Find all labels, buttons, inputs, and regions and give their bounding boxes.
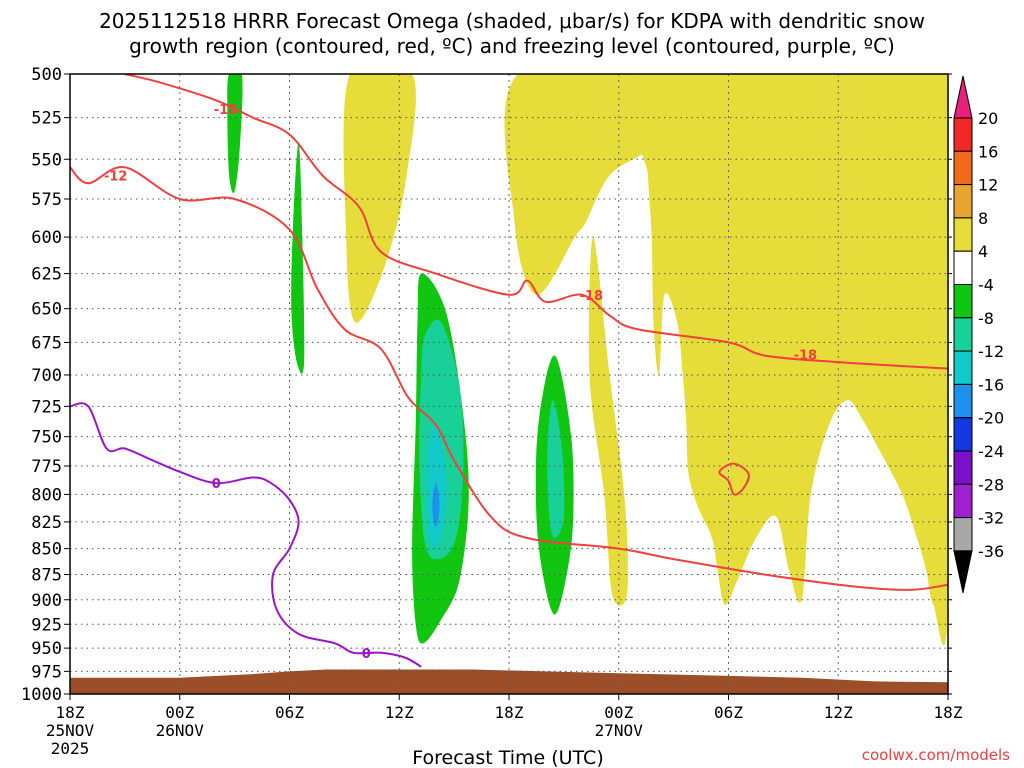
contour-layer: -18 -12 -18 -18 0 0	[70, 74, 948, 668]
y-tick-label-700: 700	[31, 366, 62, 386]
colorbar-label-3: 8	[978, 209, 988, 228]
colorbar-label-11: -28	[978, 475, 1004, 494]
colorbar-label-12: -32	[978, 509, 1004, 528]
colorbar-label-5: -4	[978, 276, 994, 295]
dgz-contour-1	[124, 74, 948, 370]
colorbar-segment-1	[953, 150, 973, 186]
chart-title-line-1: 2025112518 HRRR Forecast Omega (shaded, …	[99, 9, 925, 33]
contour-label-2: -18	[580, 289, 604, 304]
freezing-contour-1	[718, 462, 750, 496]
omega-region-6	[227, 74, 243, 193]
axes-layer: 500 525 550 575 600 625 650 675 700 725 750 775 800 8…	[21, 65, 963, 758]
colorbar-segment-4	[953, 250, 973, 285]
y-tick-label-1000: 1000	[21, 685, 62, 705]
colorbar-label-9: -20	[978, 409, 1004, 428]
omega-region-0	[343, 74, 416, 323]
x-tick-label-12: 06Z	[275, 703, 304, 722]
colorbar-segment-3	[953, 217, 973, 252]
x-year-label-0: 2025	[51, 739, 90, 758]
y-tick-label-950: 950	[31, 639, 62, 659]
x-tick-label-24: 18Z	[495, 703, 524, 722]
y-tick-label-575: 575	[31, 190, 62, 210]
omega-shading-layer	[227, 74, 948, 646]
colorbar-segment-10	[953, 450, 973, 485]
colorbar-label-8: -16	[978, 375, 1004, 394]
y-tick-label-900: 900	[31, 591, 62, 611]
y-tick-label-875: 875	[31, 566, 62, 586]
contour-label-4: 0	[212, 477, 221, 492]
contour-label-3: -18	[794, 348, 818, 363]
colorbar-segment-0	[953, 117, 973, 152]
colorbar-segment-11	[953, 483, 973, 519]
y-tick-label-625: 625	[31, 265, 62, 285]
y-tick-label-925: 925	[31, 615, 62, 635]
x-tick-label-0: 18Z	[56, 703, 85, 722]
colorbar-bottom-arrow	[953, 550, 973, 594]
y-tick-label-975: 975	[31, 662, 62, 682]
x-tick-label-30: 00Z	[604, 703, 633, 722]
colorbar-segment-8	[953, 383, 973, 419]
colorbar-segment-5	[953, 284, 973, 319]
x-tick-label-6: 00Z	[165, 703, 194, 722]
contour-label-5: 0	[362, 647, 371, 662]
x-date-label-30: 27NOV	[595, 721, 644, 740]
colorbar: 20 16 12 8 4 -4 -8 -12 -16 -20 -24 -28 -32 -36	[953, 75, 1004, 594]
x-axis-title: Forecast Time (UTC)	[412, 747, 603, 768]
y-tick-label-800: 800	[31, 485, 62, 505]
y-tick-label-600: 600	[31, 228, 62, 248]
y-tick-label-500: 500	[31, 65, 62, 85]
x-tick-label-42: 12Z	[824, 703, 853, 722]
gridlines-layer	[70, 74, 948, 694]
colorbar-segment-6	[953, 317, 973, 352]
colorbar-segment-9	[953, 417, 973, 452]
omega-region-2	[588, 237, 628, 606]
colorbar-label-6: -8	[978, 309, 994, 328]
y-tick-label-825: 825	[31, 513, 62, 533]
y-tick-label-750: 750	[31, 428, 62, 448]
y-tick-label-525: 525	[31, 109, 62, 129]
colorbar-label-2: 12	[978, 176, 998, 195]
y-tick-label-650: 650	[31, 300, 62, 320]
x-tick-label-48: 18Z	[934, 703, 963, 722]
x-date-label-0: 25NOV	[46, 721, 95, 740]
colorbar-label-7: -12	[978, 342, 1004, 361]
x-tick-label-36: 06Z	[714, 703, 743, 722]
colorbar-segment-2	[953, 184, 973, 219]
colorbar-label-4: 4	[978, 242, 988, 261]
omega-core-1	[547, 400, 565, 538]
chart-title-line-2: growth region (contoured, red, ºC) and f…	[129, 34, 895, 58]
colorbar-segment-7	[953, 350, 973, 385]
y-tick-label-775: 775	[31, 457, 62, 477]
colorbar-label-10: -24	[978, 442, 1004, 461]
colorbar-segment-12	[953, 517, 973, 552]
y-tick-label-550: 550	[31, 150, 62, 170]
y-tick-label-725: 725	[31, 397, 62, 417]
contour-label-0: -18	[214, 103, 238, 118]
y-tick-label-850: 850	[31, 540, 62, 560]
contour-label-1: -12	[104, 169, 128, 184]
freezing-contour-0	[70, 402, 422, 668]
colorbar-label-13: -36	[978, 542, 1004, 561]
colorbar-top-arrow	[953, 75, 973, 119]
omega-region-3	[622, 74, 948, 646]
site-credit: coolwx.com/models	[862, 746, 1010, 764]
colorbar-label-0: 20	[978, 109, 998, 128]
x-tick-label-18: 12Z	[385, 703, 414, 722]
y-tick-label-675: 675	[31, 333, 62, 353]
dgz-contour-0	[70, 166, 948, 591]
omega-region-7	[291, 142, 305, 374]
x-date-label-6: 26NOV	[156, 721, 205, 740]
colorbar-label-1: 16	[978, 142, 998, 161]
